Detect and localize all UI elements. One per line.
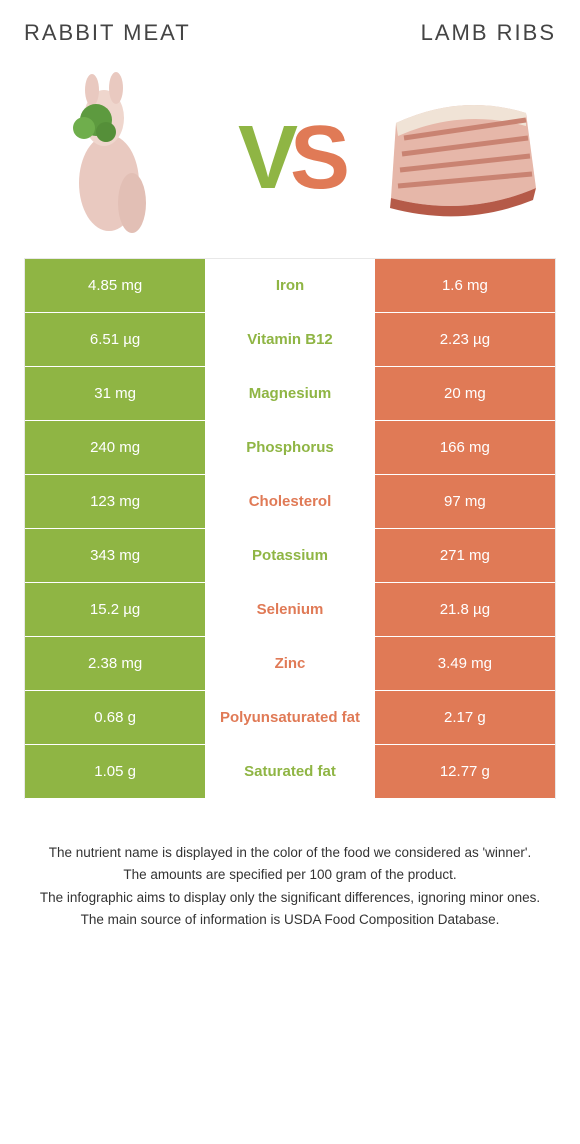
right-value: 271 mg [375, 529, 555, 582]
nutrient-table: 4.85 mgIron1.6 mg6.51 µgVitamin B122.23 … [24, 258, 556, 799]
left-value: 240 mg [25, 421, 205, 474]
footer-line-1: The nutrient name is displayed in the co… [34, 843, 546, 863]
table-row: 0.68 gPolyunsaturated fat2.17 g [25, 691, 555, 745]
nutrient-label: Phosphorus [205, 421, 375, 474]
nutrient-label: Saturated fat [205, 745, 375, 798]
footer-line-2: The amounts are specified per 100 gram o… [34, 865, 546, 885]
right-value: 97 mg [375, 475, 555, 528]
nutrient-label: Magnesium [205, 367, 375, 420]
right-food-title: Lamb ribs [421, 20, 556, 46]
table-row: 123 mgCholesterol97 mg [25, 475, 555, 529]
right-value: 166 mg [375, 421, 555, 474]
table-row: 4.85 mgIron1.6 mg [25, 259, 555, 313]
left-value: 2.38 mg [25, 637, 205, 690]
table-row: 31 mgMagnesium20 mg [25, 367, 555, 421]
footer-notes: The nutrient name is displayed in the co… [24, 843, 556, 930]
left-value: 15.2 µg [25, 583, 205, 636]
right-value: 20 mg [375, 367, 555, 420]
left-value: 1.05 g [25, 745, 205, 798]
right-value: 3.49 mg [375, 637, 555, 690]
lamb-ribs-image [376, 68, 546, 238]
nutrient-label: Vitamin B12 [205, 313, 375, 366]
right-value: 2.17 g [375, 691, 555, 744]
vs-label: VS [238, 113, 342, 203]
left-value: 31 mg [25, 367, 205, 420]
hero-section: VS [24, 58, 556, 258]
vs-left-letter: V [238, 108, 290, 208]
right-value: 21.8 µg [375, 583, 555, 636]
left-value: 0.68 g [25, 691, 205, 744]
left-value: 6.51 µg [25, 313, 205, 366]
footer-line-3: The infographic aims to display only the… [34, 888, 546, 908]
nutrient-label: Zinc [205, 637, 375, 690]
table-row: 343 mgPotassium271 mg [25, 529, 555, 583]
vs-right-letter: S [290, 108, 342, 208]
left-food-title: Rabbit meat [24, 20, 191, 46]
right-value: 12.77 g [375, 745, 555, 798]
nutrient-label: Iron [205, 259, 375, 312]
nutrient-label: Cholesterol [205, 475, 375, 528]
titles-row: Rabbit meat Lamb ribs [24, 20, 556, 46]
left-value: 123 mg [25, 475, 205, 528]
right-value: 2.23 µg [375, 313, 555, 366]
table-row: 1.05 gSaturated fat12.77 g [25, 745, 555, 799]
table-row: 6.51 µgVitamin B122.23 µg [25, 313, 555, 367]
nutrient-label: Potassium [205, 529, 375, 582]
table-row: 240 mgPhosphorus166 mg [25, 421, 555, 475]
nutrient-label: Polyunsaturated fat [205, 691, 375, 744]
right-value: 1.6 mg [375, 259, 555, 312]
left-value: 4.85 mg [25, 259, 205, 312]
table-row: 2.38 mgZinc3.49 mg [25, 637, 555, 691]
nutrient-label: Selenium [205, 583, 375, 636]
left-value: 343 mg [25, 529, 205, 582]
rabbit-meat-image [34, 68, 204, 238]
footer-line-4: The main source of information is USDA F… [34, 910, 546, 930]
table-row: 15.2 µgSelenium21.8 µg [25, 583, 555, 637]
